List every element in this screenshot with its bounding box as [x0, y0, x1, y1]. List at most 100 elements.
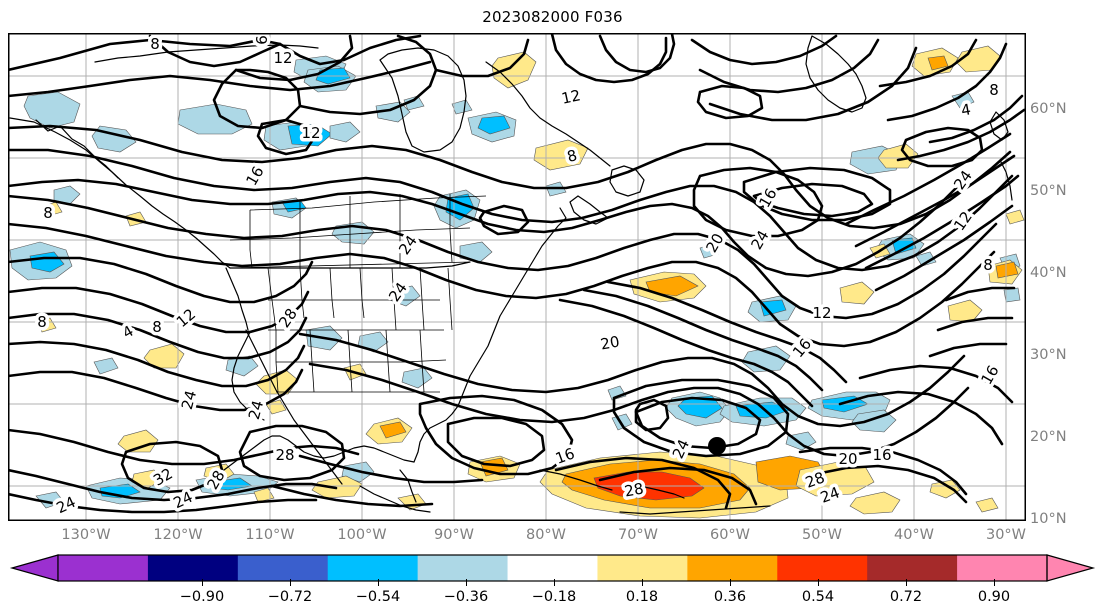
- contour-line: [8, 34, 422, 72]
- contour-line: [582, 288, 824, 392]
- coastline: [539, 469, 613, 491]
- contour-line: [8, 256, 314, 304]
- lon-tick-label: 70°W: [617, 527, 659, 543]
- anomaly-patch: [1005, 209, 1025, 225]
- contour-line: [558, 298, 814, 408]
- coastline: [229, 261, 471, 269]
- coastline: [413, 207, 567, 463]
- contour-line: [864, 174, 1020, 270]
- colorbar-segment[interactable]: [957, 555, 1048, 581]
- anomaly-patch: [177, 103, 253, 135]
- contour-line: [874, 204, 1014, 292]
- contour-line: [8, 492, 318, 514]
- contour-line: [634, 398, 670, 432]
- anomaly-patch: [759, 299, 787, 317]
- contour-line: [478, 204, 530, 236]
- colorbar[interactable]: −0.90 −0.72 −0.54 −0.36 −0.18 0.18 0.36 0.54 0.7…: [0, 551, 1105, 613]
- colorbar-tick-label: −0.90: [179, 589, 225, 605]
- political-border: [229, 227, 471, 241]
- contour-line: [298, 454, 484, 484]
- anomaly-patch: [401, 367, 433, 389]
- anomaly-patch: [477, 115, 511, 135]
- colorbar-tick-mark: [466, 579, 467, 586]
- contour-label: 88: [147, 33, 164, 57]
- map-frame: [8, 33, 1026, 521]
- contour-line: [878, 38, 978, 88]
- map-svg[interactable]: 88 66121212128844888812122424121216161616…: [8, 33, 1026, 521]
- map-panel[interactable]: 8 8 6 6 12 12 12 12 8 8 4 4 8 8 8 8 12 12 24 24 12 12 16 16 16 16…: [8, 33, 1026, 521]
- anomaly-patch: [995, 261, 1019, 279]
- coastline: [379, 47, 467, 153]
- contour-line: [298, 34, 438, 116]
- colorbar-tick-mark: [642, 579, 643, 586]
- contour-line: [8, 286, 310, 334]
- contour-line: [298, 332, 966, 428]
- contour-line: [8, 428, 360, 466]
- colorbar-swatches[interactable]: [0, 551, 1105, 585]
- political-border: [447, 267, 453, 331]
- contour-label: 88: [40, 201, 57, 226]
- colorbar-tick-mark: [906, 579, 907, 586]
- colorbar-tick-mark: [378, 579, 379, 586]
- contour-line: [120, 440, 224, 494]
- colorbar-extend-low: [9, 554, 59, 582]
- contour-line: [270, 484, 434, 508]
- colorbar-segment[interactable]: [417, 555, 509, 581]
- coastline: [639, 485, 685, 499]
- anomaly-patch: [23, 91, 81, 129]
- colorbar-segment[interactable]: [58, 555, 149, 581]
- colorbar-segment[interactable]: [507, 555, 598, 581]
- colorbar-extend-high: [1046, 554, 1096, 582]
- contour-line: [708, 46, 918, 122]
- svg-text:28: 28: [803, 468, 827, 491]
- anomaly-patch: [849, 491, 901, 515]
- colorbar-segment[interactable]: [597, 555, 688, 581]
- colorbar-segment[interactable]: [327, 555, 419, 581]
- political-border: [391, 267, 397, 331]
- svg-text:16: 16: [872, 446, 891, 464]
- contour-line: [692, 166, 824, 238]
- contour-line: [8, 148, 1014, 272]
- contour-line: [446, 416, 546, 468]
- colorbar-segment[interactable]: [777, 555, 868, 581]
- anomaly-patch: [43, 201, 63, 217]
- anomaly-patch: [677, 395, 723, 419]
- anomaly-patch: [839, 281, 875, 305]
- svg-text:12: 12: [812, 304, 831, 322]
- anomaly-patch: [795, 461, 875, 497]
- contour-label: 88: [986, 78, 1003, 103]
- svg-text:24: 24: [818, 483, 842, 506]
- svg-text:20: 20: [838, 450, 857, 468]
- svg-text:20: 20: [599, 332, 621, 353]
- storm-marker-layer[interactable]: [708, 437, 726, 455]
- svg-text:12: 12: [812, 304, 831, 322]
- contour-line: [256, 118, 316, 156]
- anomaly-patch: [53, 185, 81, 205]
- colorbar-segment[interactable]: [237, 555, 329, 581]
- lon-tick-label: 110°W: [245, 527, 295, 543]
- lon-tick-label: 130°W: [61, 527, 111, 543]
- lon-tick-label: 60°W: [709, 527, 751, 543]
- coastline: [609, 165, 645, 197]
- svg-text:12: 12: [273, 49, 292, 67]
- colorbar-segment[interactable]: [687, 555, 778, 581]
- svg-text:28: 28: [275, 446, 294, 464]
- colorbar-segment[interactable]: [867, 555, 958, 581]
- contour-line: [858, 364, 1014, 404]
- colorbar-segment[interactable]: [147, 555, 239, 581]
- svg-text:4: 4: [960, 100, 973, 119]
- contour-line: [8, 312, 308, 360]
- svg-text:16: 16: [553, 444, 577, 467]
- lon-tick-label: 50°W: [801, 527, 843, 543]
- political-border: [419, 329, 425, 393]
- anomaly-patch: [975, 497, 999, 513]
- contour-line: [8, 340, 306, 388]
- political-border: [249, 195, 487, 211]
- anomaly-patch: [533, 139, 589, 171]
- storm-center-marker[interactable]: [708, 437, 726, 455]
- longitude-axis: 130°W 120°W 110°W 100°W 90°W 80°W 70°W 60°W 50°W…: [0, 527, 1105, 549]
- contour-line: [8, 194, 998, 320]
- contour-label: 88: [149, 315, 166, 340]
